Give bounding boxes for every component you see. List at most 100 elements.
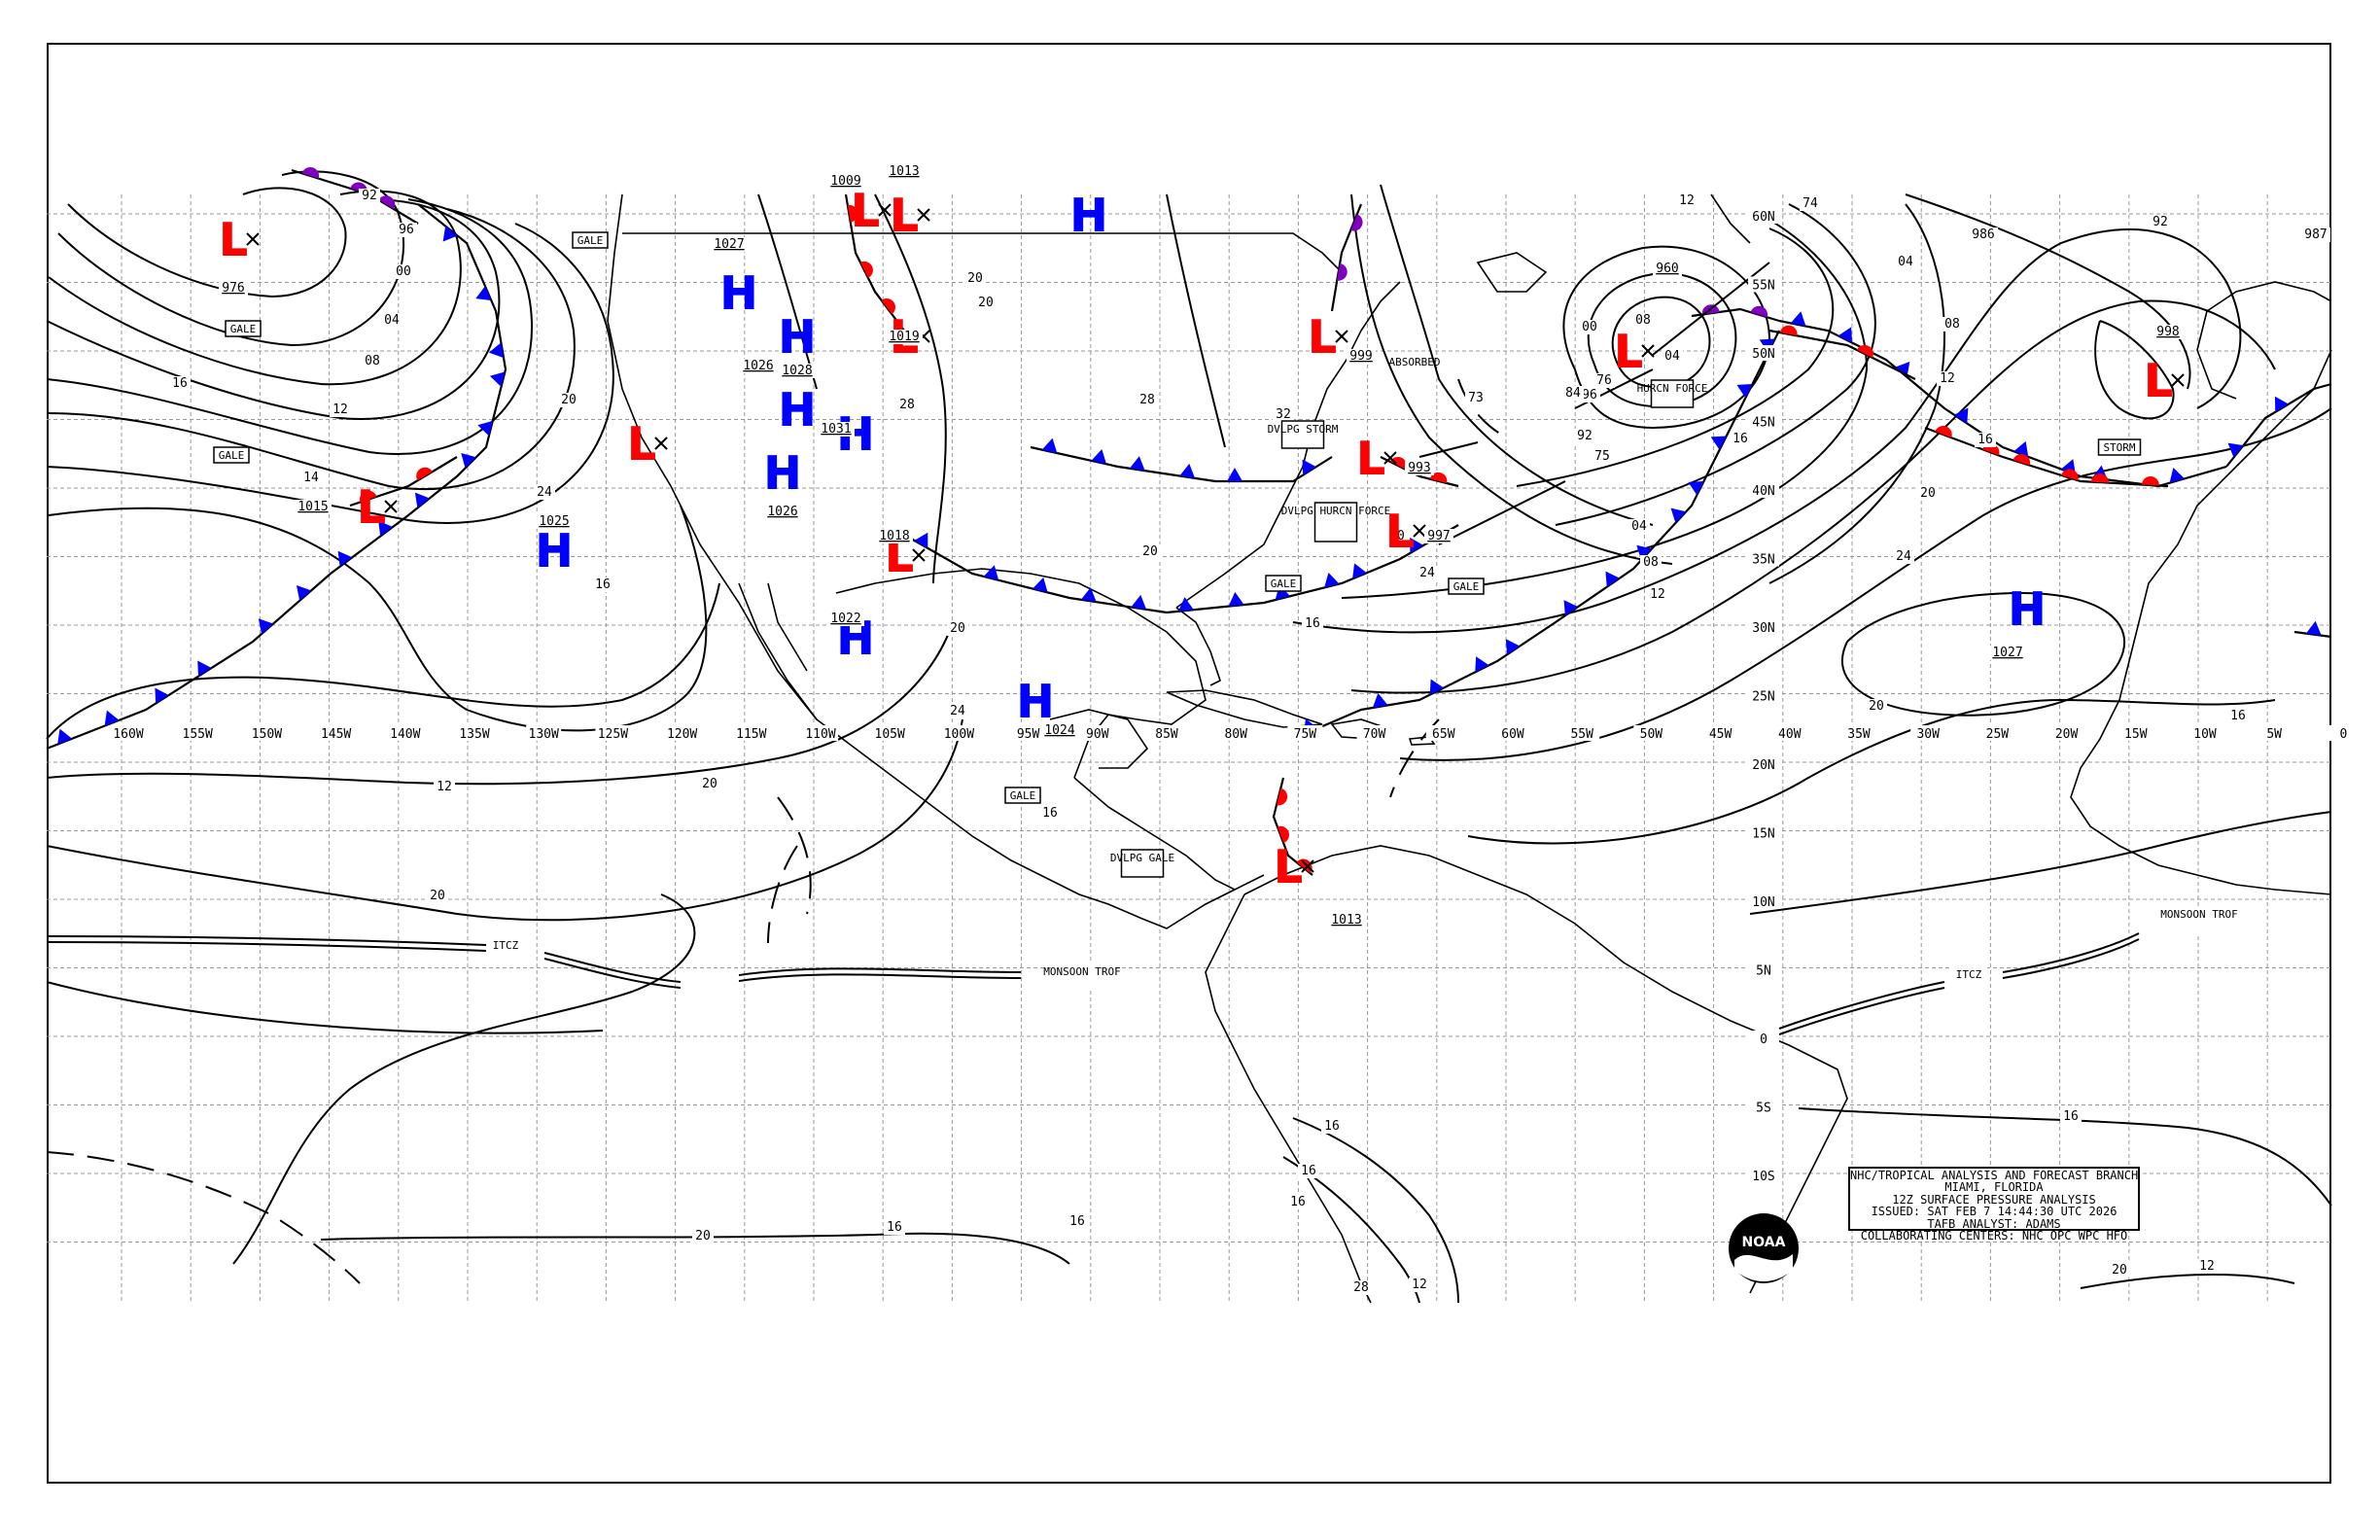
longitude-label-text: 20W xyxy=(2055,727,2079,742)
isobar-label: 20 xyxy=(1139,544,1161,559)
cold-front-barb xyxy=(1179,463,1196,478)
isobar-label-text: 14 xyxy=(303,471,319,485)
isobar xyxy=(320,1232,1070,1265)
center-pressure-value: 1009 xyxy=(830,174,860,189)
cold-front-barb xyxy=(1041,438,1058,454)
longitude-label-text: 145W xyxy=(321,727,351,742)
isobar xyxy=(2094,320,2175,420)
warm-front-bump xyxy=(2061,469,2079,481)
gale-label-text: GALE xyxy=(1010,789,1036,802)
longitude-label-text: 95W xyxy=(1017,727,1040,742)
longitude-label: 45W xyxy=(1702,725,1738,742)
cold-front-barb xyxy=(2305,620,2322,636)
latitude-label-text: 45N xyxy=(1752,416,1774,431)
hurricane-force-label-text: HURCN FORCE xyxy=(1637,382,1708,395)
legend-line-1: NHC/TROPICAL ANALYSIS AND FORECAST BRANC… xyxy=(1850,1169,2139,1182)
cold-front-barb xyxy=(475,286,492,300)
itcz-line xyxy=(738,967,1022,976)
isobar xyxy=(48,505,708,732)
longitude-label-text: 45W xyxy=(1709,727,1732,742)
longitude-label: 20W xyxy=(2048,725,2084,742)
newfoundland xyxy=(1476,252,1548,293)
monsoon-trough-label: MONSOON TROF xyxy=(2160,906,2238,933)
itcz-label-text: ITCZ xyxy=(1956,968,1982,981)
isobar-label-text: 92 xyxy=(362,189,377,203)
isobar-label-text: 04 xyxy=(1898,255,1913,269)
warm-front-bump xyxy=(2141,476,2159,486)
longitude-label: 120W xyxy=(664,725,700,742)
isobar xyxy=(1292,1117,1459,1304)
gale-label: GALE xyxy=(1265,575,1302,592)
gulf-of-mexico-coast xyxy=(835,568,1207,779)
isobar-label: 16 xyxy=(1321,1119,1343,1134)
longitude-label-text: 100W xyxy=(944,727,974,742)
trough-line xyxy=(767,845,798,944)
isobar-label-text: 24 xyxy=(1896,549,1911,564)
warm-front xyxy=(1924,426,2169,488)
low-symbol: L xyxy=(2144,355,2172,407)
track-arrow xyxy=(1438,480,1566,545)
cold-front xyxy=(2225,382,2332,468)
isobar-label: 00 xyxy=(1579,320,1600,334)
isobar-label-text: 20 xyxy=(1142,544,1158,559)
isobar-label: 16 xyxy=(1287,1195,1309,1209)
latitude-label: 5N xyxy=(1748,962,1779,979)
isobar-label-text: 20 xyxy=(967,271,983,286)
center-x-mark xyxy=(917,208,930,222)
isobar-label-text: 20 xyxy=(978,296,994,310)
pressure-centers: L976L1015LH1025H1027H1026H1028H1026H1031… xyxy=(219,164,2185,928)
cold-front xyxy=(46,203,508,751)
low-pressure-center: L 1013 xyxy=(1274,840,1365,928)
low-symbol: L xyxy=(1614,326,1642,378)
low-symbol: L xyxy=(890,190,918,242)
center-pressure-value: 1018 xyxy=(879,529,909,543)
monsoon-trough-label-text: MONSOON TROF xyxy=(2160,908,2237,921)
north-america-west-coast xyxy=(607,193,1236,929)
isobar-label: 76 xyxy=(1593,373,1615,388)
itcz-line xyxy=(2002,932,2140,973)
cold-front-barb xyxy=(1131,594,1147,610)
latitude-label: 10N xyxy=(1748,893,1779,910)
longitude-label: 70W xyxy=(1356,725,1392,742)
isobar-label-text: 08 xyxy=(1944,317,1960,332)
isobar-label: 96 xyxy=(396,223,417,237)
isobar-label-text: 20 xyxy=(695,1229,711,1243)
latitude-label-text: 5S xyxy=(1756,1102,1771,1116)
absorbed-label: ABSORBED xyxy=(1389,356,1441,368)
developing-gale-label-text: DVLPG GALE xyxy=(1110,852,1174,864)
isobar-label: 08 xyxy=(1640,555,1662,570)
high-pressure-center: H 1026 xyxy=(763,446,802,519)
latitude-label-text: 10N xyxy=(1752,895,1774,910)
center-x-mark xyxy=(384,500,398,513)
longitude-label-text: 10W xyxy=(2193,727,2217,742)
isobar-label-text: 76 xyxy=(1596,373,1612,388)
longitude-label-text: 70W xyxy=(1363,727,1386,742)
isobar-label: 20 xyxy=(558,393,579,407)
gale-label-text: GALE xyxy=(578,234,604,247)
legend-line-3: 12Z SURFACE PRESSURE ANALYSIS xyxy=(1892,1192,2096,1207)
low-symbol: L xyxy=(1385,506,1414,558)
cold-front-barb xyxy=(1032,577,1048,593)
isobar-label-text: 96 xyxy=(399,223,414,237)
latitude-label-text: 55N xyxy=(1752,279,1774,294)
low-pressure-center: L 999 xyxy=(1308,310,1376,364)
center-pressure-value: 998 xyxy=(2156,325,2179,339)
isobar xyxy=(46,582,720,740)
latitude-label: 45N xyxy=(1748,413,1779,431)
high-symbol: H xyxy=(720,267,758,320)
longitude-label: 80W xyxy=(1218,725,1254,742)
isobar-label-text: 75 xyxy=(1594,449,1610,464)
latitude-label: 10S xyxy=(1748,1168,1779,1184)
low-pressure-center: L xyxy=(627,417,668,471)
low-pressure-center: L 997 xyxy=(1385,505,1453,558)
longitude-label-text: 25W xyxy=(1986,727,2010,742)
isobar-label: 12 xyxy=(1647,587,1668,602)
cold-front-barb xyxy=(197,660,212,677)
gale-label: GALE xyxy=(1004,787,1041,804)
storm-label-text: STORM xyxy=(2103,441,2135,454)
longitude-label: 135W xyxy=(457,725,492,742)
isobar-label: 74 xyxy=(1800,196,1821,211)
longitude-label: 35W xyxy=(1841,725,1876,742)
itcz-line xyxy=(1778,981,1945,1030)
